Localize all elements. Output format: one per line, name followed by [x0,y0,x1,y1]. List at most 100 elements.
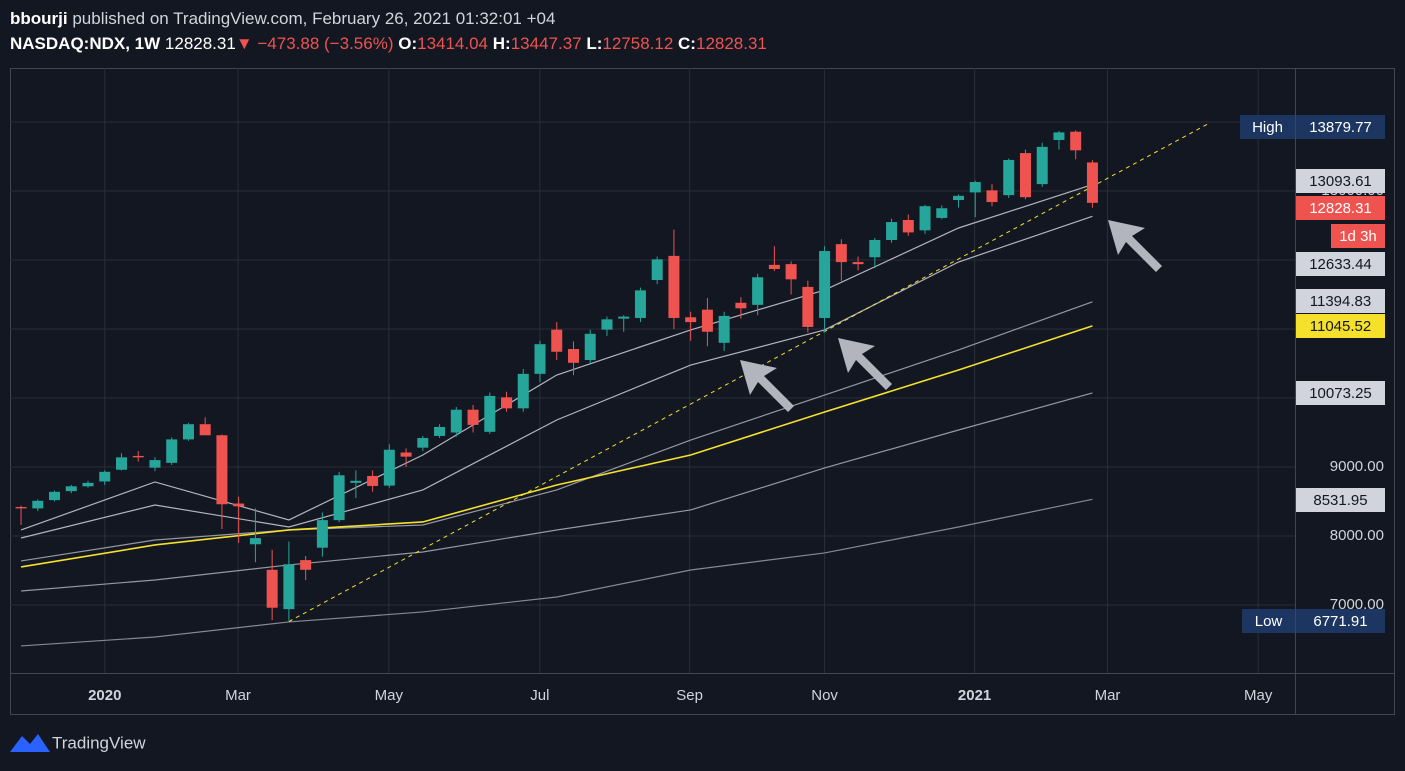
axes: 7000.008000.009000.0010000.0011000.00120… [88,113,1384,704]
candle-body [434,426,446,436]
candle-body [249,538,261,545]
candle-body [718,315,730,343]
x-tick-label: 2021 [958,687,991,704]
candle-body [768,264,780,269]
candle-body [484,395,496,432]
candle-body [902,219,914,233]
price-label: 13879.77 [1309,119,1372,136]
arrow [838,338,892,390]
moving-average [20,301,1093,562]
plot [15,122,1210,647]
candle-body [1036,146,1048,185]
candle-body [1053,132,1065,140]
candle-body [852,262,864,265]
candle-body [233,503,245,507]
price-label-box [1296,314,1385,338]
candle-body [300,560,312,570]
price-label-box [1296,196,1385,220]
price-label: 8531.95 [1313,492,1367,509]
candle-body [82,482,94,487]
change: −473.88 (−3.56%) [257,34,394,53]
arrows [740,220,1162,412]
o-label: O: [398,34,418,53]
candle-body [1003,159,1015,196]
candle-body [400,452,412,457]
y-tick-label: 9000.00 [1330,458,1384,475]
c-label: C: [678,34,696,53]
price-label-box [1296,289,1385,313]
header-line: bbourji published on TradingView.com, Fe… [10,6,767,31]
candle-body [216,435,228,505]
x-tick-label: Mar [225,687,251,704]
price-label: Low [1255,613,1283,630]
candle-body [601,319,613,330]
candle-body [584,333,596,361]
price-label-box [1296,381,1385,405]
x-tick-label: Nov [811,687,838,704]
close: 12828.31 [695,34,767,53]
candle-body [283,564,295,610]
candle-body [986,190,998,203]
header-line: NASDAQ:NDX, 1W 12828.31▼ −473.88 (−3.56%… [10,31,767,56]
candle-body [132,455,144,458]
h-label: H: [492,34,511,53]
candle-body [383,449,395,486]
candle-body [869,239,881,258]
x-tick-label: Jul [530,687,549,704]
candle-body [634,290,646,318]
price-label: 11394.83 [1310,293,1371,310]
price-label: 1d 3h [1339,228,1377,245]
candle-body [417,438,429,448]
price-label-box [1296,115,1385,139]
candle-body [350,480,362,483]
candle-body [49,491,61,501]
price-label-box [1331,224,1385,248]
candle-body [166,439,178,463]
x-tick-label: May [375,687,404,704]
candle-body [501,397,513,409]
candle-body [668,255,680,318]
candle-body [651,259,663,281]
price-label: 12828.31 [1309,200,1372,217]
candle-body [450,409,462,433]
down-arrow: ▼ [235,34,253,53]
x-tick-label: May [1244,687,1273,704]
candle-body [551,329,563,352]
price-label-box [1242,609,1295,633]
candle-body [752,277,764,305]
candle-body [115,457,127,470]
candle-body [199,424,211,436]
price-label: 11045.52 [1310,318,1371,335]
price-label-box [1296,169,1385,193]
candle-body [685,317,697,323]
high: 13447.37 [510,34,582,53]
candle-body [182,424,194,440]
logo [10,734,50,752]
price-label: High [1252,119,1283,136]
price-label-box [1296,252,1385,276]
candle-body [534,344,546,374]
moving-average [20,392,1093,592]
y-tick-label: 7000.00 [1330,596,1384,613]
candle-body [99,471,111,482]
price-label: 12633.44 [1309,256,1372,273]
grid [10,68,1295,673]
candle-body [1070,131,1082,151]
candle-body [919,206,931,231]
price-label-box [1296,609,1385,633]
x-tick-label: Sep [676,687,703,704]
candle-body [819,251,831,318]
author: bbourji [10,9,68,28]
x-tick-label: 2020 [88,687,121,704]
candle-body [316,520,328,548]
candle-body [333,475,345,521]
header: bbourji published on TradingView.com, Fe… [10,6,767,56]
published: published on TradingView.com, February 2… [72,9,556,28]
candle-body [65,486,77,492]
low: 12758.12 [602,34,674,53]
price-label: 13093.61 [1309,173,1372,190]
price-labels: High 13879.77 13093.61 12633.44 11394.83 1104… [1240,115,1385,633]
candle-body [936,208,948,218]
